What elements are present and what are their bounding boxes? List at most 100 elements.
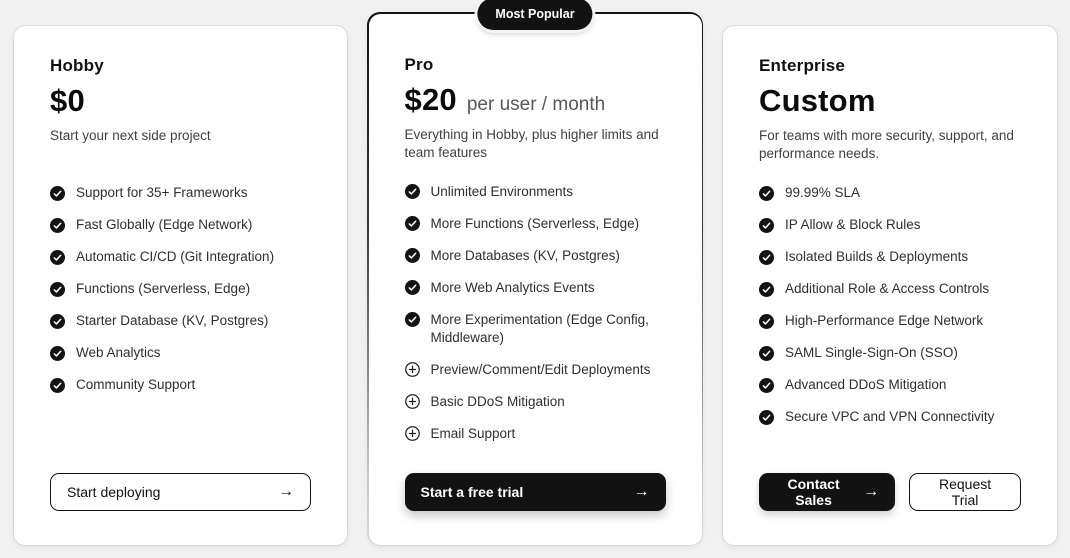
feature-item: Community Support (50, 376, 311, 394)
check-circle-icon (404, 216, 420, 231)
button-label: Start deploying (67, 484, 161, 500)
feature-item: Support for 35+ Frameworks (50, 184, 311, 202)
plan-card-pro-shell: Most Popular Pro $20 per user / month Ev… (367, 0, 703, 546)
feature-text: Advanced DDoS Mitigation (785, 377, 947, 392)
feature-list: 99.99% SLA IP Allow & Block Rules Isolat… (759, 184, 1021, 440)
check-circle-icon (759, 281, 774, 297)
feature-text: Web Analytics (76, 345, 161, 360)
feature-text: Starter Database (KV, Postgres) (76, 313, 269, 328)
feature-text: Preview/Comment/Edit Deployments (430, 361, 651, 377)
feature-item: More Experimentation (Edge Config, Middl… (404, 311, 666, 347)
check-circle-icon (404, 184, 420, 199)
plus-circle-icon (404, 426, 420, 441)
plan-card-hobby: Hobby $0 Start your next side project Su… (13, 25, 348, 546)
arrow-right-icon: → (633, 482, 650, 500)
feature-text: Unlimited Environments (430, 183, 574, 199)
plan-card-enterprise: Enterprise Custom For teams with more se… (722, 25, 1058, 546)
feature-item: Functions (Serverless, Edge) (50, 280, 311, 298)
plan-description: For teams with more security, support, a… (759, 128, 1014, 162)
plus-circle-icon (404, 394, 420, 409)
feature-text: Additional Role & Access Controls (785, 281, 990, 296)
plan-description: Start your next side project (50, 128, 211, 143)
contact-sales-button[interactable]: Contact Sales → (759, 473, 896, 511)
feature-text: More Functions (Serverless, Edge) (430, 215, 640, 231)
feature-item: Web Analytics (50, 344, 311, 362)
feature-item: More Databases (KV, Postgres) (404, 247, 666, 265)
feature-item: Secure VPC and VPN Connectivity (759, 408, 1021, 426)
feature-item: More Web Analytics Events (404, 279, 666, 297)
plan-description: Everything in Hobby, plus higher limits … (404, 126, 659, 160)
check-circle-icon (759, 313, 774, 329)
feature-text: SAML Single-Sign-On (SSO) (785, 345, 958, 360)
check-circle-icon (404, 248, 420, 263)
plan-price: $20 (404, 81, 457, 117)
feature-item: Basic DDoS Mitigation (404, 393, 666, 411)
feature-item: IP Allow & Block Rules (759, 216, 1021, 234)
plan-title-hobby: Hobby (50, 56, 104, 75)
feature-text: Email Support (430, 425, 516, 441)
button-label: Contact Sales (787, 476, 840, 508)
plus-circle-icon (404, 362, 420, 377)
button-label: Request Trial (939, 476, 992, 508)
arrow-right-icon: → (863, 483, 880, 500)
check-circle-icon (50, 185, 65, 201)
plan-actions: Contact Sales → Request Trial (759, 473, 1021, 511)
feature-text: More Experimentation (Edge Config, Middl… (430, 311, 649, 345)
check-circle-icon (759, 409, 774, 425)
pricing-plans: Hobby $0 Start your next side project Su… (13, 0, 1058, 546)
check-circle-icon (50, 249, 65, 265)
feature-text: Support for 35+ Frameworks (76, 185, 248, 200)
start-deploying-button[interactable]: Start deploying → (50, 473, 311, 511)
feature-item: 99.99% SLA (759, 184, 1021, 202)
feature-text: IP Allow & Block Rules (785, 217, 921, 232)
plan-price: $0 (50, 83, 85, 118)
feature-text: Fast Globally (Edge Network) (76, 217, 253, 232)
arrow-right-icon: → (278, 483, 294, 500)
feature-item: SAML Single-Sign-On (SSO) (759, 344, 1021, 362)
feature-item: High-Performance Edge Network (759, 312, 1021, 330)
check-circle-icon (50, 345, 65, 361)
check-circle-icon (50, 313, 65, 329)
feature-item: Isolated Builds & Deployments (759, 248, 1021, 266)
feature-item: Preview/Comment/Edit Deployments (404, 361, 666, 379)
plan-price: Custom (759, 83, 876, 118)
request-trial-button[interactable]: Request Trial (909, 473, 1021, 511)
price-row: $0 (50, 83, 311, 123)
check-circle-icon (759, 377, 774, 393)
feature-item: Unlimited Environments (404, 183, 666, 201)
button-label: Start a free trial (420, 483, 524, 500)
feature-item: More Functions (Serverless, Edge) (404, 215, 666, 233)
check-circle-icon (759, 249, 774, 265)
most-popular-badge: Most Popular (477, 0, 593, 30)
feature-text: Secure VPC and VPN Connectivity (785, 409, 995, 424)
price-row: Custom (759, 83, 1021, 123)
feature-item: Automatic CI/CD (Git Integration) (50, 248, 311, 266)
check-circle-icon (759, 217, 774, 233)
start-free-trial-button[interactable]: Start a free trial → (404, 472, 666, 511)
feature-list: Unlimited Environments More Functions (S… (404, 183, 666, 457)
check-circle-icon (50, 281, 65, 297)
check-circle-icon (50, 217, 65, 233)
feature-item: Starter Database (KV, Postgres) (50, 312, 311, 330)
feature-item: Advanced DDoS Mitigation (759, 376, 1021, 394)
feature-text: More Databases (KV, Postgres) (430, 247, 620, 263)
feature-text: Community Support (76, 377, 196, 392)
feature-text: High-Performance Edge Network (785, 313, 984, 328)
feature-text: More Web Analytics Events (430, 279, 595, 295)
plan-actions: Start deploying → (50, 473, 311, 511)
check-circle-icon (50, 377, 65, 393)
check-circle-icon (759, 185, 774, 201)
feature-item: Additional Role & Access Controls (759, 280, 1021, 298)
feature-text: Functions (Serverless, Edge) (76, 281, 251, 296)
plan-title-pro: Pro (404, 54, 434, 74)
check-circle-icon (759, 345, 774, 361)
feature-text: Isolated Builds & Deployments (785, 249, 969, 264)
price-suffix: per user / month (466, 93, 606, 115)
feature-text: Automatic CI/CD (Git Integration) (76, 249, 275, 264)
feature-item: Email Support (404, 425, 666, 443)
plan-actions: Start a free trial → (404, 472, 666, 511)
price-row: $20 per user / month (405, 82, 666, 122)
check-circle-icon (404, 280, 420, 295)
feature-text: Basic DDoS Mitigation (430, 393, 565, 409)
check-circle-icon (404, 312, 420, 327)
